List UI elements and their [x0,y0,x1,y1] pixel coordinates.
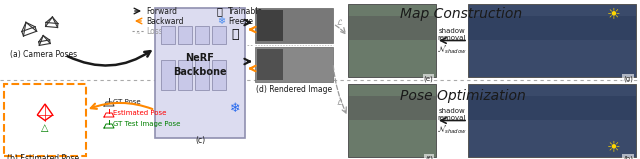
Text: (d) Rendered Image: (d) Rendered Image [256,86,332,94]
Text: GT Pose: GT Pose [113,99,141,105]
Text: Forward: Forward [146,7,177,15]
Bar [195,60,209,90]
Text: △: △ [41,123,49,133]
Text: NeRF
Backbone: NeRF Backbone [173,53,227,77]
Bar [257,10,283,41]
Bar [161,26,175,44]
Bar [348,4,436,77]
Bar [348,84,436,157]
Text: Trainable: Trainable [228,7,263,15]
Text: Freeze: Freeze [228,17,253,25]
Bar [348,96,436,120]
Text: ☀: ☀ [607,7,621,21]
Text: Estimated Pose: Estimated Pose [113,110,166,116]
Bar [468,96,636,120]
Text: (e): (e) [423,75,433,82]
Text: $\mathcal{L}$: $\mathcal{L}$ [335,97,343,107]
Bar [212,60,226,90]
Bar [468,4,636,77]
Bar [161,60,175,90]
Bar [468,16,636,40]
Text: $\mathcal{N}_{shadow}$: $\mathcal{N}_{shadow}$ [437,43,467,56]
Text: 🔥: 🔥 [217,6,223,16]
Text: (f): (f) [425,155,433,159]
Text: (c): (c) [195,136,205,145]
Bar [178,60,192,90]
Bar [155,8,245,138]
Text: ❄: ❄ [230,101,240,114]
Text: Loss: Loss [146,27,163,35]
Text: shadow
removal: shadow removal [438,28,466,41]
Text: (h): (h) [623,155,633,159]
Text: (g): (g) [623,75,633,82]
Bar [4,84,86,156]
Bar [257,49,283,80]
Bar [255,8,333,43]
Text: $\mathcal{N}_{shadow}$: $\mathcal{N}_{shadow}$ [437,123,467,136]
Bar [212,26,226,44]
Text: (b) Estimated Pose: (b) Estimated Pose [7,154,79,159]
Text: ☀: ☀ [607,139,621,155]
Bar [348,16,436,40]
Text: GT Test Image Pose: GT Test Image Pose [113,121,180,127]
Text: $\sim$: $\sim$ [134,31,141,35]
Bar [468,84,636,157]
Text: ❄: ❄ [217,16,225,26]
Text: Backward: Backward [146,17,184,25]
Text: shadow
removal: shadow removal [438,108,466,121]
Bar [195,26,209,44]
Text: Pose Optimization: Pose Optimization [400,89,525,103]
Text: $\mathcal{L}$: $\mathcal{L}$ [335,17,343,27]
Text: 🔥: 🔥 [231,28,239,41]
Bar [178,26,192,44]
Text: (a) Camera Poses: (a) Camera Poses [10,51,77,59]
Text: Map Construction: Map Construction [400,7,522,21]
Bar [255,47,333,82]
